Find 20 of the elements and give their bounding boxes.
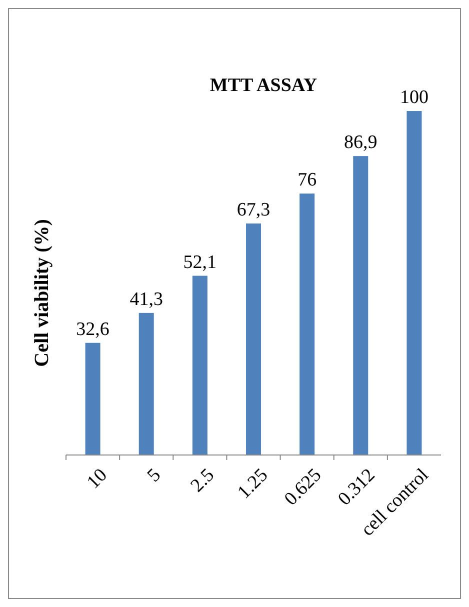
data-label: 100	[400, 87, 428, 108]
data-label: 32,6	[76, 318, 110, 340]
data-label: 76	[298, 170, 317, 191]
bar	[353, 156, 368, 455]
bar	[85, 342, 100, 455]
bar	[300, 194, 315, 455]
data-label: 67,3	[236, 199, 270, 220]
bar	[138, 312, 154, 455]
y-axis-title: Cell viability (%)	[31, 219, 53, 367]
bar	[192, 276, 208, 455]
data-label: 41,3	[130, 288, 163, 310]
bar	[246, 223, 261, 455]
x-tick-label: 5	[143, 464, 165, 486]
data-label: 86,9	[344, 132, 378, 154]
chart-title: MTT ASSAY	[210, 75, 318, 96]
x-tick-label: 1.25	[234, 464, 272, 504]
x-tick-label: 10	[83, 464, 112, 494]
x-tick-label: 2.5	[186, 464, 219, 496]
bar	[406, 111, 422, 455]
data-label: 52,1	[183, 252, 217, 273]
